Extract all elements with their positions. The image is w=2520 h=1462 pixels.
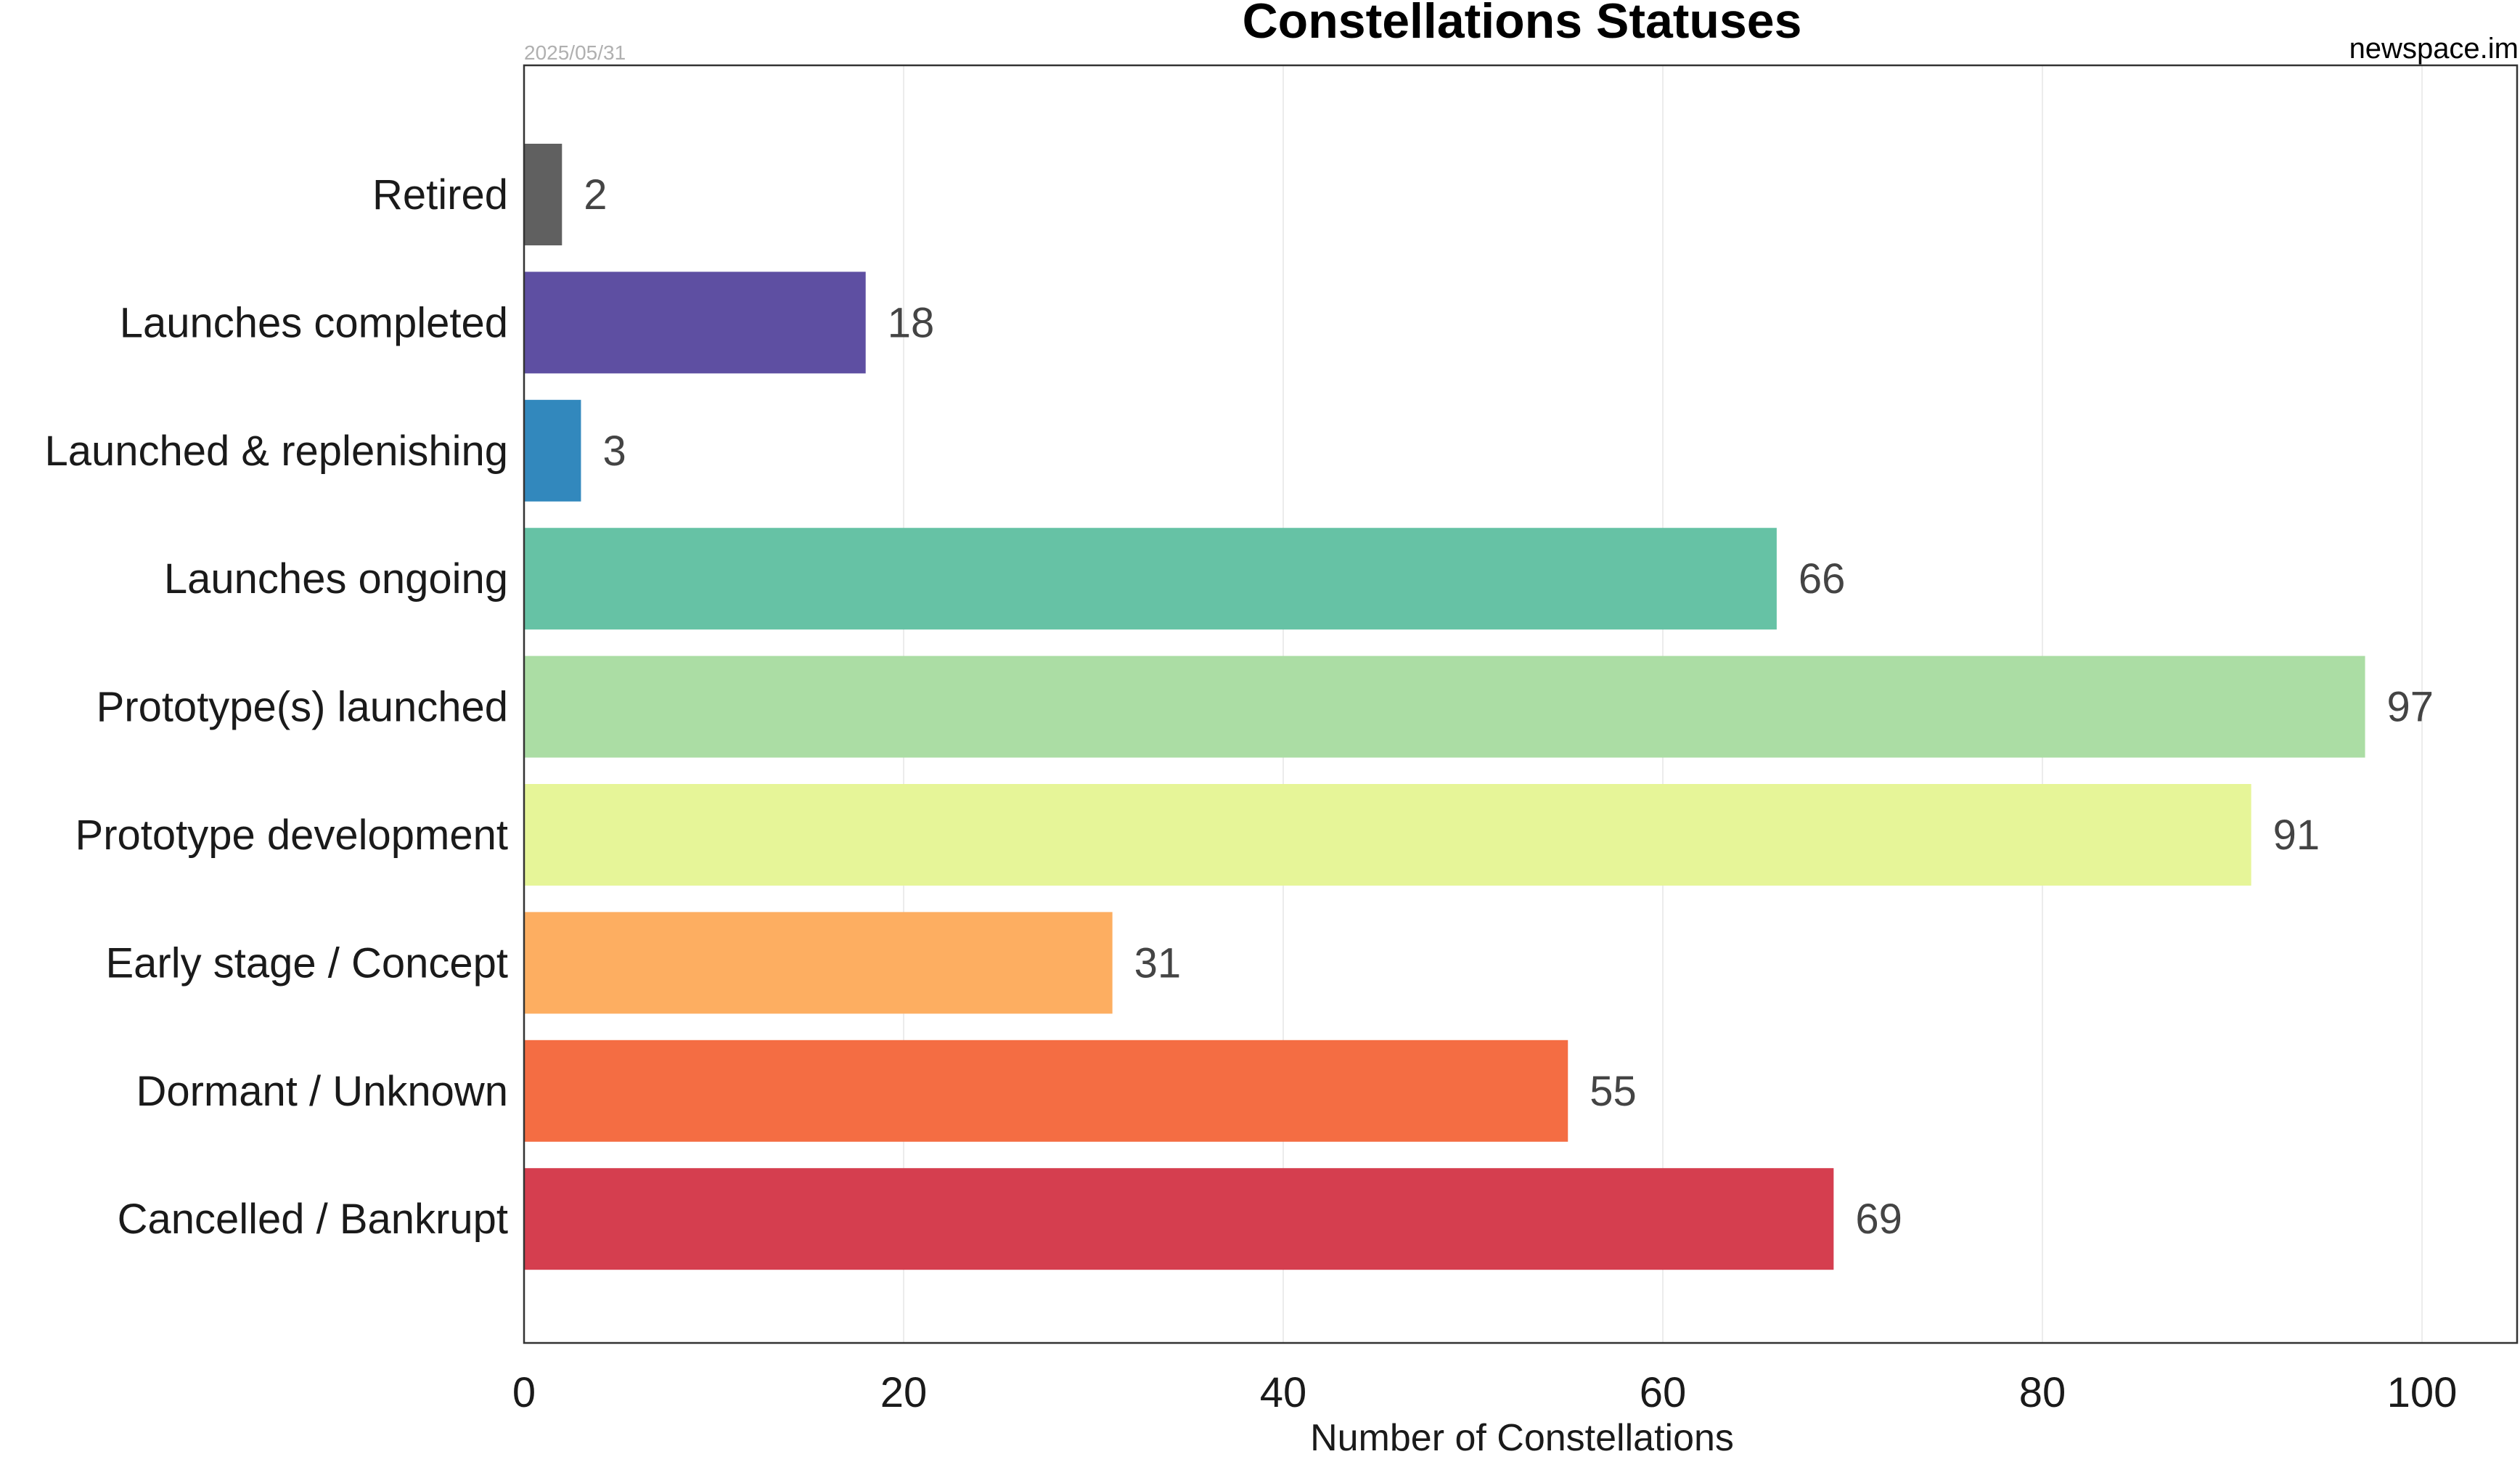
category-label: Launches ongoing xyxy=(164,555,508,603)
plot-frame xyxy=(523,64,2519,1344)
value-labels: 2 18 3 66 97 91 31 55 69 xyxy=(584,171,2434,1243)
bars xyxy=(524,144,2365,1270)
category-label: Retired xyxy=(372,171,508,219)
value-label: 2 xyxy=(584,171,607,219)
category-labels: Retired Launches completed Launched & repl… xyxy=(45,171,508,1243)
bar xyxy=(524,399,581,502)
x-axis-label: Number of Constellations xyxy=(1310,1417,1734,1459)
category-label: Launched & replenishing xyxy=(45,428,508,475)
bar xyxy=(524,1040,1568,1142)
x-tick-label: 0 xyxy=(512,1369,536,1416)
category-label: Prototype(s) launched xyxy=(97,684,508,731)
bar xyxy=(524,271,866,374)
bar xyxy=(524,528,1777,630)
category-label: Cancelled / Bankrupt xyxy=(118,1196,508,1243)
bar xyxy=(524,784,2251,886)
category-label: Launches completed xyxy=(120,299,508,346)
category-label: Prototype development xyxy=(75,812,508,859)
chart-title: Constellations Statuses xyxy=(1243,0,1802,49)
bar xyxy=(524,144,562,245)
x-tick-label: 80 xyxy=(2019,1369,2066,1416)
value-label: 18 xyxy=(888,299,935,346)
value-label: 3 xyxy=(602,428,626,475)
x-tick-label: 100 xyxy=(2387,1369,2458,1416)
value-label: 66 xyxy=(1799,555,1846,603)
bar xyxy=(524,656,2365,758)
value-label: 91 xyxy=(2273,812,2320,859)
bar xyxy=(524,912,1113,1014)
category-label: Dormant / Unknown xyxy=(136,1068,508,1115)
value-label: 97 xyxy=(2387,684,2434,731)
x-tick-label: 60 xyxy=(1640,1369,1687,1416)
x-tick-label: 20 xyxy=(880,1369,928,1416)
x-tick-label: 40 xyxy=(1260,1369,1307,1416)
value-label: 55 xyxy=(1590,1068,1637,1115)
chart-source: newspace.im xyxy=(2349,33,2519,65)
value-label: 31 xyxy=(1134,939,1182,987)
category-label: Early stage / Concept xyxy=(105,939,508,987)
value-label: 69 xyxy=(1855,1196,1902,1243)
x-tick-labels: 0 20 40 60 80 100 xyxy=(512,1369,2458,1416)
chart-date: 2025/05/31 xyxy=(524,41,626,64)
bar xyxy=(524,1168,1834,1270)
